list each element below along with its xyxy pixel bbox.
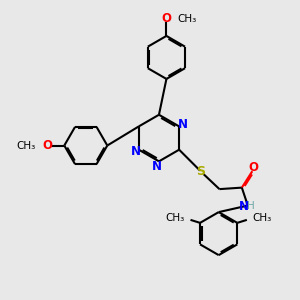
- Text: CH₃: CH₃: [165, 213, 184, 223]
- Text: CH₃: CH₃: [178, 14, 197, 24]
- Text: CH₃: CH₃: [16, 140, 35, 151]
- Text: O: O: [248, 161, 258, 174]
- Text: N: N: [239, 200, 249, 213]
- Text: CH₃: CH₃: [253, 213, 272, 223]
- Text: O: O: [42, 139, 52, 152]
- Text: N: N: [178, 118, 188, 131]
- Text: O: O: [161, 12, 171, 25]
- Text: N: N: [152, 160, 162, 173]
- Text: N: N: [130, 145, 140, 158]
- Text: S: S: [196, 165, 206, 178]
- Text: H: H: [247, 201, 255, 212]
